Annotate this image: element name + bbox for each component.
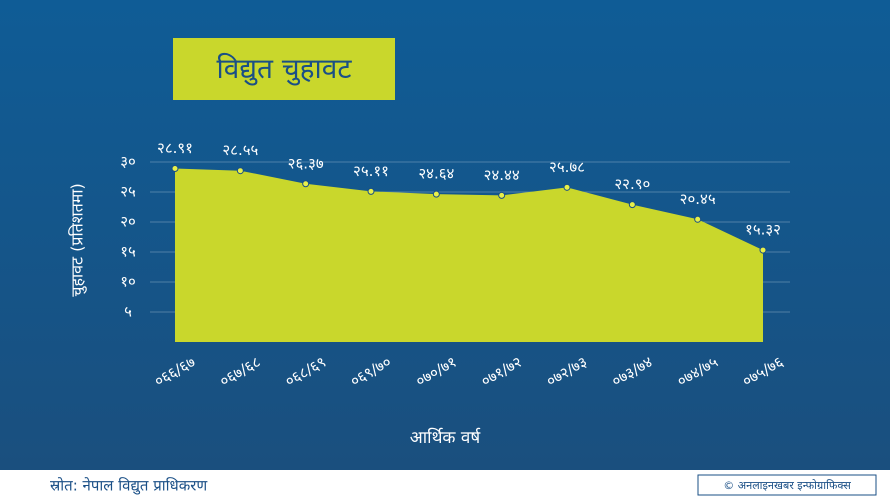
value-label: २५.११ xyxy=(353,162,389,180)
x-axis-label: आर्थिक वर्ष xyxy=(410,427,482,448)
y-tick-label: २० xyxy=(120,213,136,231)
area xyxy=(175,168,763,342)
value-label: २४.४४ xyxy=(484,166,520,184)
y-axis-label: चुहावट (प्रतिशतमा) xyxy=(68,183,88,296)
value-label: २२.९० xyxy=(614,175,650,193)
point xyxy=(367,187,375,195)
value-label: २८.५५ xyxy=(222,141,258,159)
point xyxy=(563,183,571,191)
value-label: २०.४५ xyxy=(680,190,716,208)
y-tick-label: १० xyxy=(120,273,136,291)
value-label: २४.६४ xyxy=(418,165,454,183)
credit: © अनलाइनखबर इन्फोग्राफिक्स xyxy=(723,479,851,492)
value-label: १५.३२ xyxy=(745,221,781,239)
point xyxy=(628,201,636,209)
point xyxy=(498,191,506,199)
point xyxy=(302,180,310,188)
source: स्रोत: नेपाल विद्युत प्राधिकरण xyxy=(50,477,208,496)
credit-box xyxy=(697,474,877,496)
value-label: २८.९१ xyxy=(157,139,193,157)
point xyxy=(759,246,767,254)
y-tick-label: २५ xyxy=(120,183,136,201)
point xyxy=(694,215,702,223)
point xyxy=(236,167,244,175)
chart-title: विद्युत चुहावट xyxy=(217,52,353,86)
value-label: २६.३७ xyxy=(288,154,324,172)
value-label: २५.७८ xyxy=(549,158,585,176)
point xyxy=(432,190,440,198)
title-box xyxy=(173,38,395,100)
y-tick-label: ३० xyxy=(120,153,136,171)
y-tick-label: ५ xyxy=(124,303,132,321)
y-tick-label: १५ xyxy=(120,243,136,261)
point xyxy=(171,165,179,173)
